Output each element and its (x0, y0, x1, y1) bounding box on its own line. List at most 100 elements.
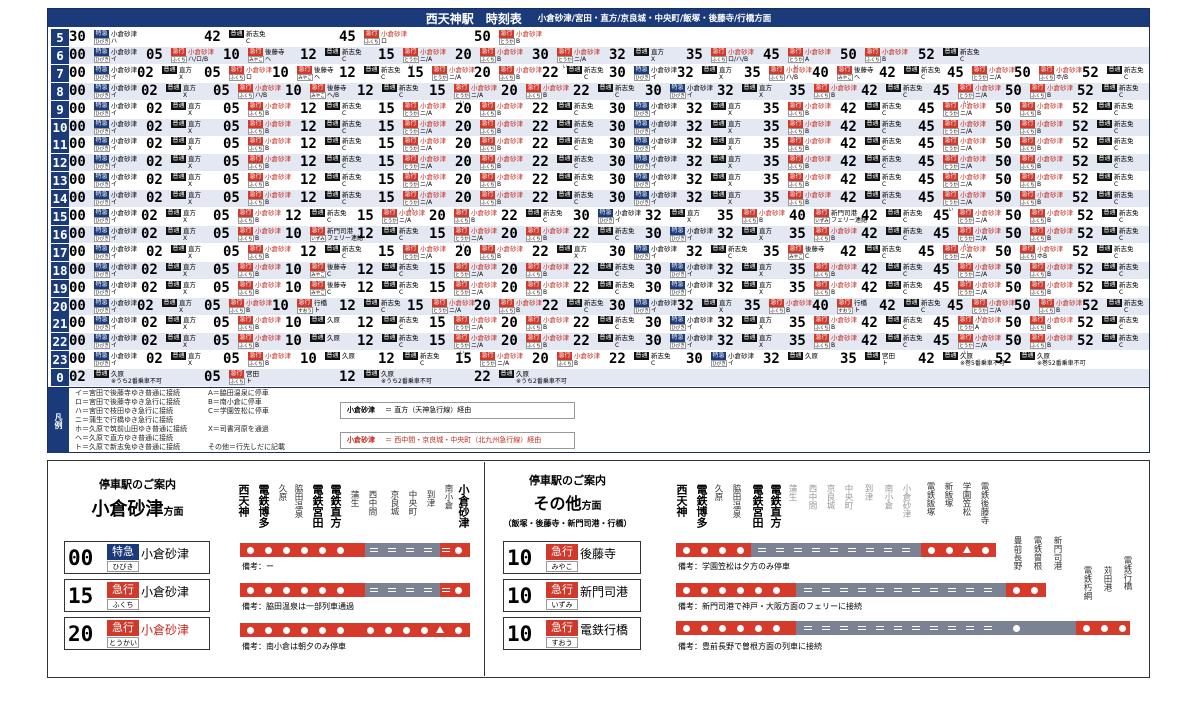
train-type-badge: 急行 (248, 352, 263, 361)
train-nickname: みやこ (310, 270, 326, 278)
remark-marks: C (1119, 288, 1124, 296)
train-type-badge: 普通 (865, 173, 880, 182)
departure-summary-row[interactable]: 00 特急 ひびき 小倉砂津 (64, 541, 210, 574)
departure-summary-row[interactable]: 20 急行 とうかい 小倉砂津 (64, 617, 210, 650)
remark-marks: B (831, 234, 836, 242)
departure-minute: 35 (763, 136, 780, 153)
destination: 小倉砂津 (111, 209, 137, 217)
remark-marks: B (497, 163, 502, 171)
train-type-badge: 急行 (403, 155, 418, 164)
train-type-badge: 急行 (711, 47, 726, 56)
remark-marks: C (246, 38, 251, 45)
departure-minute: 52 (1077, 208, 1094, 224)
train-nickname: ひびき (634, 73, 650, 81)
train-nickname: ふくち (1039, 73, 1055, 81)
train-type-badge: 特急 (94, 298, 109, 307)
train-type-badge: 急行 (1039, 298, 1054, 307)
train-type-badge: 急行 (814, 280, 829, 289)
stop-dot (682, 546, 690, 554)
train-type-badge: 普通 (598, 262, 613, 271)
departure-summary-row[interactable]: 10 急行 みやこ 後藤寺 (503, 541, 641, 574)
branch-station-name: 豊前長野 (1012, 536, 1022, 570)
remark-marks: ニ/A (960, 145, 973, 153)
departure-minute: 05 (213, 225, 230, 242)
train-type-badge: 普通 (886, 280, 901, 289)
train-type-badge: 急行 (403, 47, 418, 56)
remark-marks: C (921, 306, 926, 314)
destination: 新志免 (728, 244, 748, 253)
train-type-badge: 急行 (943, 101, 958, 110)
departure-minute: 50 (995, 172, 1012, 189)
train-nickname: とうかい (454, 270, 470, 285)
departure-minute: 32 (677, 297, 694, 314)
destination: 後藤寺 (327, 262, 347, 271)
destination: 新門司港 (831, 209, 857, 217)
train-nickname: ふくち (1020, 163, 1036, 171)
stop-dot (300, 626, 308, 634)
departure-minute: 22 (474, 369, 491, 386)
departure-minute: 20 (501, 279, 518, 296)
legend-line: ハ＝宮田で枝田ゆき急行に接続 (75, 407, 173, 415)
departure-summary-row[interactable]: 10 急行 いずみ 新門司港 (503, 579, 641, 612)
remark-marks: ニ/A (960, 163, 973, 171)
train-nickname: ひびき (670, 234, 686, 242)
train-type-badge: 急行 (229, 370, 244, 379)
destination: 小倉砂津 (960, 119, 986, 128)
destination: 小倉砂津 (255, 226, 281, 235)
destination: 新志免 (921, 65, 941, 74)
remark-marks: B (255, 234, 260, 242)
departure-minute: 22 (542, 297, 559, 314)
remark-marks: ハ/B (786, 73, 799, 81)
destination: 小倉砂津 (687, 280, 713, 289)
destination: 小倉砂津 (255, 334, 281, 343)
station-name: 蒲生 (787, 484, 797, 501)
departure-summary-row[interactable]: 15 急行 ふくち 小倉砂津 (64, 579, 210, 612)
remark-marks: B (543, 234, 548, 242)
destination: 小倉砂津 (651, 191, 677, 200)
train-type-badge: 急行 (403, 244, 418, 253)
summary-destination: 小倉砂津 (141, 547, 190, 561)
departure-minute: 10 (285, 225, 302, 242)
train-type-badge: 特急 (94, 209, 109, 217)
train-type-badge: 普通 (634, 352, 649, 361)
train-type-badge: 急行 (788, 191, 803, 200)
train-nickname: ひびき (634, 145, 650, 153)
remark-marks: B (255, 217, 260, 224)
departure-minute: 02 (141, 261, 158, 278)
remark-marks: C (615, 270, 620, 278)
destination: 小倉砂津 (960, 173, 986, 182)
pass-mark (858, 626, 866, 630)
station-name: 南小倉 (443, 484, 453, 510)
remark-marks: イ (111, 217, 118, 224)
station-name: 京良城 (389, 490, 399, 516)
destination: 直方 (759, 316, 772, 325)
remark-marks: B (1047, 91, 1052, 99)
remark-marks: C (543, 217, 548, 224)
remark-marks: イ (111, 163, 118, 171)
remark-marks: X (759, 270, 764, 278)
legend-line: ホ＝久原で筑前山田ゆき普通に接続 (75, 425, 187, 433)
remark-marks: C (399, 234, 404, 242)
remark-marks: ニ/A (574, 55, 587, 63)
remark-marks: C (399, 342, 404, 350)
pass-mark (822, 588, 830, 592)
train-nickname: ふくち (769, 306, 785, 314)
train-nickname: ふくち (499, 306, 515, 314)
departure-minute: 50 (995, 100, 1012, 117)
departure-minute: 50 (1014, 297, 1031, 314)
train-nickname: ひびき (634, 127, 650, 135)
departure-minute: 40 (812, 297, 829, 314)
departure-minute: 50 (1005, 333, 1022, 350)
train-nickname: とうかい (943, 109, 959, 124)
remark-marks: X (188, 145, 193, 153)
departure-minute: 02 (146, 190, 163, 207)
hour-row: 00 特急 ひびき 小倉砂津イ 02 普通 直方 X 05 急行 ふくち 小倉砂津 B 10 急行 みやこ 後藤… (69, 279, 1149, 303)
remark-marks: C (921, 73, 926, 81)
station-name: 京良城 (825, 484, 835, 510)
remark-marks: C (399, 288, 404, 296)
departure-minute: 35 (744, 64, 761, 81)
train-nickname: みやこ (310, 91, 326, 99)
summary-minute: 00 (68, 546, 94, 570)
destination: 新志免 (615, 316, 635, 325)
departure-summary-row[interactable]: 10 急行 すおう 電鉄行橋 (503, 617, 641, 650)
